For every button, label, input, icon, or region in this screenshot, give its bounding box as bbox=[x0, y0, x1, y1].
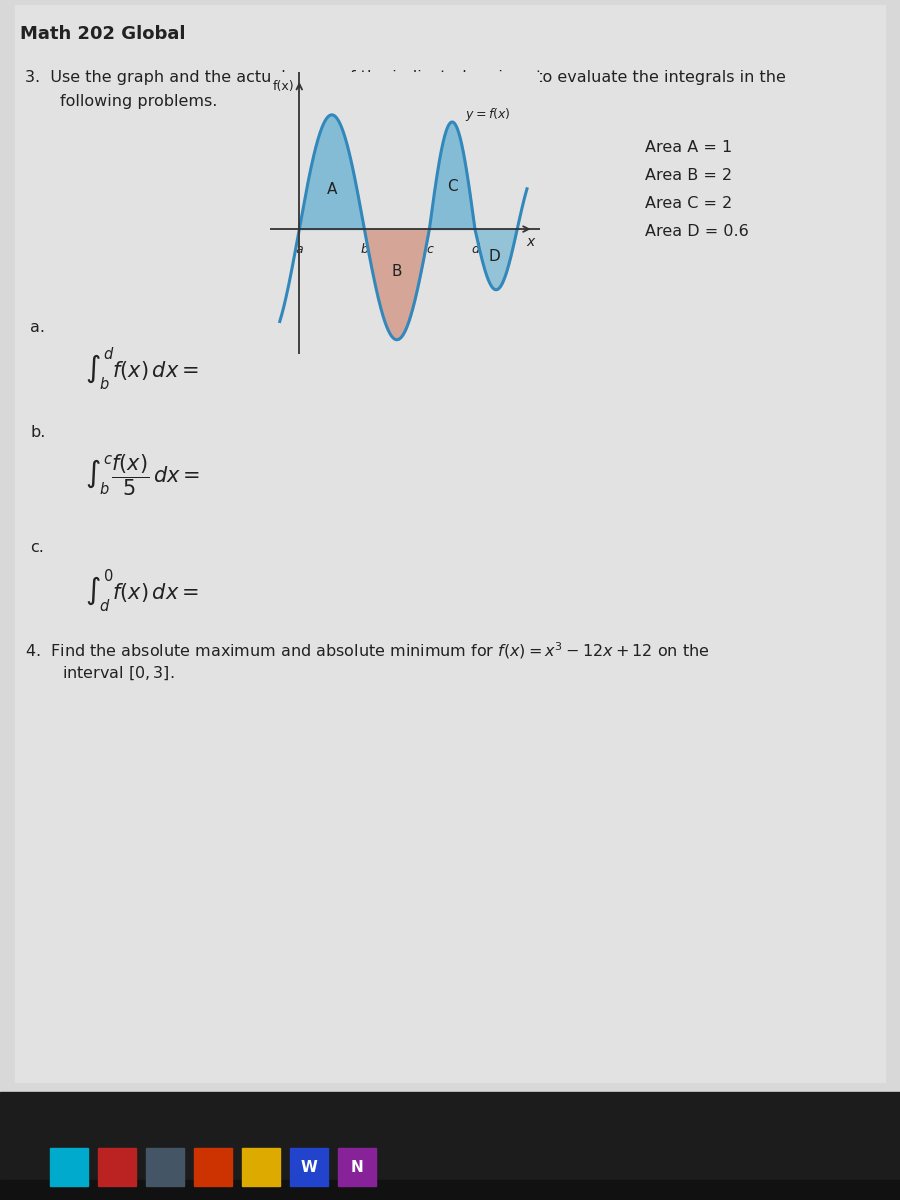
Text: 4.  Find the absolute maximum and absolute minimum for $f(x) = x^3 - 12x + 12$ o: 4. Find the absolute maximum and absolut… bbox=[25, 640, 709, 661]
Text: C: C bbox=[447, 179, 457, 193]
Text: Area A = 1: Area A = 1 bbox=[645, 140, 733, 155]
Bar bbox=[0, 1180, 900, 1200]
Text: a.: a. bbox=[30, 320, 45, 335]
Bar bbox=[0, 1092, 900, 1200]
Text: $\int_{b}^{c} \dfrac{f(x)}{5}\,dx =$: $\int_{b}^{c} \dfrac{f(x)}{5}\,dx =$ bbox=[85, 452, 201, 498]
Text: f(x): f(x) bbox=[273, 79, 294, 92]
Text: $\int_{b}^{d} f(x)\,dx =$: $\int_{b}^{d} f(x)\,dx =$ bbox=[85, 346, 199, 391]
Text: c.: c. bbox=[30, 540, 44, 554]
Text: a: a bbox=[295, 244, 303, 257]
Text: A: A bbox=[327, 182, 337, 197]
Text: 3.  Use the graph and the actual areas of the indicated regions to evaluate the : 3. Use the graph and the actual areas of… bbox=[25, 70, 786, 85]
Text: Area B = 2: Area B = 2 bbox=[645, 168, 732, 182]
Bar bbox=[242, 1148, 280, 1186]
Text: W: W bbox=[301, 1159, 318, 1175]
Text: $y = f(x)$: $y = f(x)$ bbox=[465, 107, 510, 124]
Text: b: b bbox=[360, 244, 368, 257]
Text: Area C = 2: Area C = 2 bbox=[645, 196, 733, 211]
Text: d: d bbox=[471, 244, 479, 257]
Text: Area D = 0.6: Area D = 0.6 bbox=[645, 224, 749, 239]
Bar bbox=[194, 1148, 232, 1186]
Bar bbox=[98, 1148, 136, 1186]
Text: B: B bbox=[392, 264, 402, 280]
Text: N: N bbox=[351, 1159, 364, 1175]
Bar bbox=[290, 1148, 328, 1186]
Text: following problems.: following problems. bbox=[60, 94, 218, 109]
Bar bbox=[338, 1148, 376, 1186]
Text: Math 202 Global: Math 202 Global bbox=[20, 25, 185, 43]
Bar bbox=[50, 1148, 88, 1186]
Text: b.: b. bbox=[30, 425, 45, 440]
Bar bbox=[15, 5, 885, 1082]
Text: $\int_{d}^{0} f(x)\,dx =$: $\int_{d}^{0} f(x)\,dx =$ bbox=[85, 566, 199, 613]
Text: interval $[0,3]$.: interval $[0,3]$. bbox=[62, 665, 175, 683]
Text: c: c bbox=[426, 244, 433, 257]
Bar bbox=[146, 1148, 184, 1186]
Text: x: x bbox=[526, 235, 535, 248]
Text: D: D bbox=[489, 248, 500, 264]
